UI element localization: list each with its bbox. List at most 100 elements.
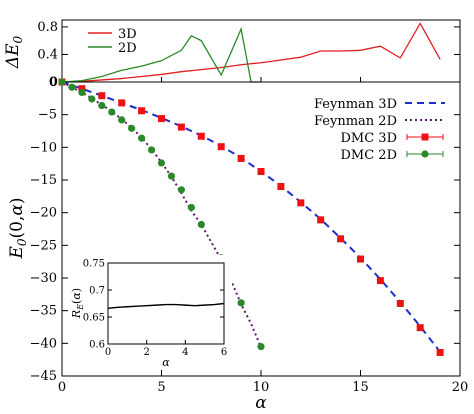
main-x-tick-label: 5 [157, 380, 165, 395]
main-x-tick-label: 15 [352, 380, 369, 395]
top-series-line-2D [61, 26, 261, 83]
inset-ticks: 0.6 0.65 0.7 0.75 0 2 4 6 [83, 259, 227, 359]
inset-x-tick-label: 4 [182, 347, 188, 358]
dmc-3d-point [138, 107, 146, 115]
dmc-2d-point [157, 159, 166, 167]
main-y-tick-label: −15 [30, 173, 57, 188]
inset-y-label-open: ( [70, 300, 83, 304]
inset-y-tick-label: 0.65 [83, 313, 105, 324]
top-y-tick-label: 0 [50, 75, 58, 90]
dmc-3d-point [317, 216, 325, 224]
inset-background [70, 255, 232, 366]
dmc-3d-point [436, 348, 444, 356]
dmc-2d-point [197, 220, 205, 229]
top-y-tick-label: 0.4 [37, 47, 58, 62]
main-y-label-main: E [7, 246, 27, 260]
main-y-tick-label: 0 [49, 75, 57, 90]
dmc-2d-point [98, 101, 106, 110]
inset-y-label-sub: E [76, 304, 85, 311]
main-y-label-alpha: α [7, 204, 27, 216]
dmc-2d-point [68, 83, 76, 91]
main-x-axis-label: α [255, 393, 267, 413]
inset-series [107, 302, 225, 310]
dmc-2d-point [58, 78, 66, 86]
dmc-2d-point [88, 95, 96, 103]
dmc-3d-point [376, 277, 384, 285]
dmc-2d-point [187, 203, 195, 212]
top-y-label-main: ΔE [3, 43, 23, 69]
main-y-tick-label: −40 [30, 336, 57, 351]
top-legend-label: 2D [118, 41, 137, 56]
inset-y-axis-label: RE(α) [70, 288, 85, 319]
dmc-3d-point [237, 154, 245, 162]
dmc-3d-point [158, 115, 165, 123]
top-series [61, 22, 441, 83]
dmc-2d-point [167, 172, 176, 180]
dmc-2d-point [138, 134, 146, 142]
main-y-tick-label: −5 [38, 108, 57, 123]
main-x-tick-label: 0 [58, 380, 66, 395]
main-y-label-args: (0, [7, 216, 27, 239]
dmc-3d-point [197, 132, 205, 140]
main-y-tick-label: −10 [30, 140, 57, 155]
dmc-3d-point [396, 299, 404, 307]
inset-x-tick-label: 2 [143, 347, 149, 358]
main-y-label-close: ) [7, 197, 27, 204]
main-legend-label: Feynman 2D [314, 114, 397, 129]
main-legend-marker [421, 133, 429, 141]
main-legend: Feynman 3D Feynman 2D DMC 3D DMC 2D [314, 97, 445, 163]
dmc-2d-point [78, 88, 86, 97]
dmc-3d-point [277, 183, 285, 191]
main-series [58, 78, 444, 356]
main-y-tick-label: −20 [30, 206, 57, 221]
dmc-2d-point [257, 343, 265, 351]
dmc-2d-point [147, 146, 156, 154]
main-legend-label: DMC 3D [340, 131, 397, 146]
inset-y-label-main: R [70, 310, 83, 319]
main-ticks: 0−5−10−15−20−25−30−35−40−450 5 10 15 20 [30, 75, 469, 395]
inset-y-tick-label: 0.7 [89, 286, 105, 297]
dmc-2d-point [108, 108, 116, 116]
main-x-tick-label: 10 [253, 380, 270, 395]
top-series-line-3D [61, 22, 441, 83]
dmc-3d-point [217, 143, 225, 151]
inset-y-tick-label: 0.75 [83, 259, 105, 270]
inset-x-axis-label: α [162, 356, 170, 369]
dmc-3d-point [357, 255, 364, 263]
main-y-label-sub: 0 [15, 238, 29, 246]
main-legend-marker [421, 150, 429, 158]
dmc-3d-point [337, 235, 345, 243]
inset-y-label-alpha: α [70, 292, 83, 300]
dmc-2d-point [237, 299, 245, 307]
main-y-axis-label: E0(0,α) [7, 197, 29, 259]
main-y-tick-label: −35 [30, 304, 57, 319]
dmc-3d-point [297, 199, 305, 207]
dmc-3d-point [118, 99, 126, 107]
dmc-3d-point [416, 324, 424, 332]
main-legend-label: DMC 2D [340, 148, 397, 163]
dmc-3d-point [177, 123, 185, 131]
main-y-tick-label: −25 [30, 238, 57, 253]
dmc-2d-point [177, 186, 185, 194]
inset-x-tick-label: 6 [221, 347, 227, 358]
inset-x-tick-label: 0 [105, 347, 111, 358]
inset-y-label-close: ) [70, 288, 83, 292]
dmc-3d-point [98, 92, 106, 100]
dmc-3d-point [78, 85, 86, 93]
dmc-2d-point [128, 124, 136, 132]
top-y-axis-label: ΔE0 [3, 35, 25, 69]
top-y-label-sub: 0 [11, 35, 25, 43]
inset-panel: 0.60.650.70.750 2 4 6 RE(α) α [70, 255, 232, 369]
main-panel: 0−5−10−15−20−25−30−35−40−450 5 10 15 20 Feyn… [7, 75, 468, 413]
dmc-3d-point [257, 168, 265, 176]
top-y-tick-label: 0.8 [37, 20, 58, 35]
dmc-2d-point [118, 116, 126, 124]
top-legend-label: 3D [118, 27, 137, 42]
main-legend-label: Feynman 3D [314, 97, 397, 112]
main-y-tick-label: −30 [30, 271, 57, 286]
inset-series-line [107, 302, 225, 310]
main-y-tick-label: −45 [30, 369, 57, 384]
